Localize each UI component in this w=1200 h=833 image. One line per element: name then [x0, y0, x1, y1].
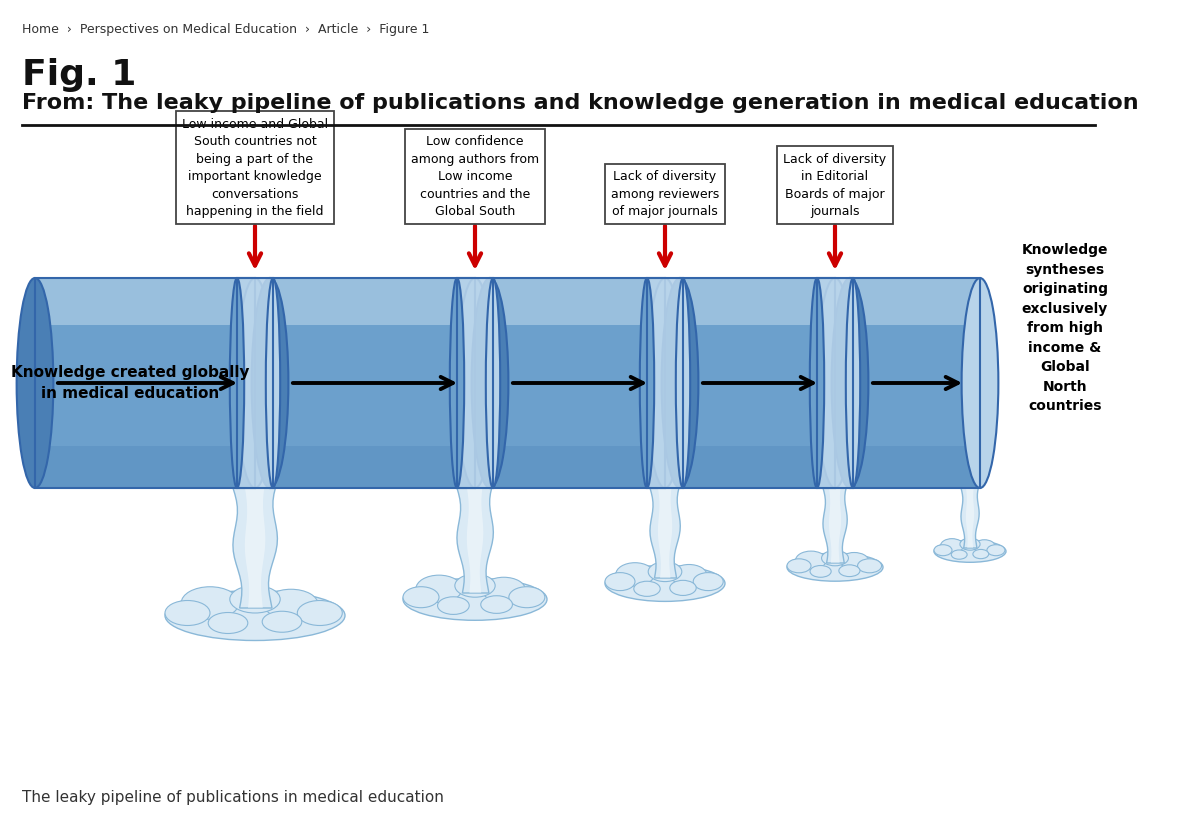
Ellipse shape [846, 278, 860, 488]
Ellipse shape [262, 611, 302, 632]
Text: Home  ›  Perspectives on Medical Education  ›  Article  ›  Figure 1: Home › Perspectives on Medical Education… [22, 23, 430, 36]
Polygon shape [680, 446, 835, 488]
Polygon shape [490, 446, 665, 488]
Polygon shape [35, 446, 256, 488]
Ellipse shape [941, 539, 964, 553]
Ellipse shape [694, 572, 724, 591]
Ellipse shape [832, 278, 869, 488]
Text: Fig. 1: Fig. 1 [22, 58, 137, 92]
Ellipse shape [209, 612, 248, 634]
Polygon shape [850, 278, 980, 488]
Ellipse shape [166, 591, 346, 641]
Ellipse shape [264, 589, 318, 619]
Ellipse shape [973, 540, 995, 553]
Text: From: The leaky pipeline of publications and knowledge generation in medical edu: From: The leaky pipeline of publications… [22, 93, 1139, 113]
Polygon shape [850, 446, 980, 488]
Polygon shape [233, 488, 277, 608]
Polygon shape [270, 278, 475, 325]
Polygon shape [850, 278, 980, 325]
Ellipse shape [486, 278, 500, 488]
Ellipse shape [457, 278, 493, 488]
Ellipse shape [230, 278, 245, 488]
Polygon shape [490, 278, 665, 488]
Ellipse shape [298, 601, 342, 626]
Ellipse shape [166, 601, 210, 626]
Ellipse shape [509, 586, 545, 608]
Ellipse shape [17, 278, 53, 488]
Polygon shape [823, 488, 847, 563]
Ellipse shape [787, 559, 811, 573]
Ellipse shape [438, 596, 469, 615]
Ellipse shape [647, 278, 683, 488]
Ellipse shape [839, 565, 860, 576]
Polygon shape [490, 278, 665, 325]
Ellipse shape [252, 278, 288, 488]
Ellipse shape [403, 578, 547, 621]
Ellipse shape [230, 586, 281, 613]
Ellipse shape [236, 278, 274, 488]
Polygon shape [680, 278, 835, 488]
Ellipse shape [605, 566, 725, 601]
Ellipse shape [472, 278, 509, 488]
Ellipse shape [858, 559, 882, 573]
Ellipse shape [787, 553, 883, 581]
Ellipse shape [817, 278, 853, 488]
Ellipse shape [416, 575, 462, 602]
Ellipse shape [648, 561, 682, 581]
Polygon shape [647, 278, 683, 488]
Ellipse shape [840, 552, 869, 569]
Ellipse shape [671, 565, 707, 586]
Ellipse shape [796, 551, 827, 569]
Text: Low income and Global
South countries not
being a part of the
important knowledg: Low income and Global South countries no… [182, 117, 328, 218]
Ellipse shape [482, 577, 526, 602]
Polygon shape [35, 278, 256, 488]
Polygon shape [680, 278, 835, 325]
Polygon shape [270, 446, 475, 488]
Polygon shape [457, 278, 493, 488]
Text: Knowledge
syntheses
originating
exclusively
from high
income &
Global
North
coun: Knowledge syntheses originating exclusiv… [1021, 243, 1109, 413]
Ellipse shape [810, 278, 824, 488]
Ellipse shape [450, 278, 464, 488]
Text: Lack of diversity
among reviewers
of major journals: Lack of diversity among reviewers of maj… [611, 170, 719, 218]
Ellipse shape [616, 563, 654, 586]
Polygon shape [270, 278, 475, 488]
Polygon shape [245, 488, 265, 608]
Polygon shape [829, 488, 841, 563]
Ellipse shape [403, 586, 439, 608]
Ellipse shape [952, 550, 967, 559]
Polygon shape [467, 488, 484, 593]
Text: Low confidence
among authors from
Low income
countries and the
Global South: Low confidence among authors from Low in… [410, 135, 539, 218]
Text: The leaky pipeline of publications in medical education: The leaky pipeline of publications in me… [22, 790, 444, 805]
Ellipse shape [670, 581, 696, 596]
Polygon shape [457, 488, 493, 593]
Ellipse shape [661, 278, 698, 488]
Ellipse shape [960, 538, 980, 551]
Ellipse shape [934, 545, 952, 556]
Ellipse shape [640, 278, 654, 488]
Polygon shape [238, 278, 274, 488]
Ellipse shape [810, 566, 832, 577]
Ellipse shape [973, 550, 989, 559]
Polygon shape [650, 488, 680, 578]
Polygon shape [961, 488, 979, 548]
Ellipse shape [986, 545, 1004, 556]
Ellipse shape [455, 574, 496, 597]
Text: Lack of diversity
in Editorial
Boards of major
journals: Lack of diversity in Editorial Boards of… [784, 152, 887, 218]
Ellipse shape [676, 278, 690, 488]
Ellipse shape [481, 596, 512, 613]
Ellipse shape [634, 581, 660, 596]
Polygon shape [817, 278, 853, 488]
Ellipse shape [822, 551, 848, 566]
Text: Knowledge created globally
in medical education: Knowledge created globally in medical ed… [11, 365, 250, 401]
Ellipse shape [605, 572, 635, 591]
Polygon shape [658, 488, 672, 578]
Polygon shape [35, 278, 256, 325]
Ellipse shape [181, 586, 239, 619]
Ellipse shape [961, 278, 998, 488]
Ellipse shape [934, 541, 1006, 562]
Polygon shape [966, 488, 974, 548]
Ellipse shape [266, 278, 281, 488]
